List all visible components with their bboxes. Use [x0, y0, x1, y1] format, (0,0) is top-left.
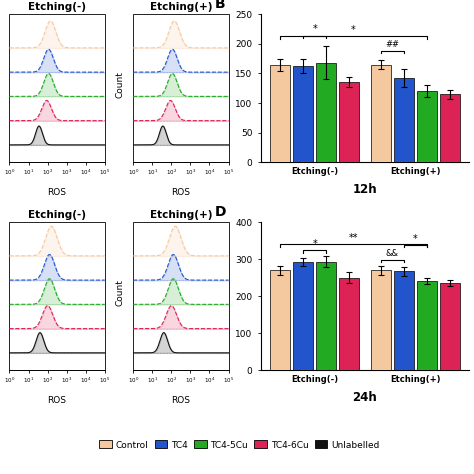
- X-axis label: 12h: 12h: [353, 183, 377, 196]
- Text: B: B: [215, 0, 225, 11]
- Bar: [371, 64, 391, 163]
- Title: Etching(-): Etching(-): [28, 210, 86, 220]
- Bar: [394, 271, 414, 370]
- Bar: [293, 262, 313, 370]
- Text: *: *: [312, 24, 317, 35]
- Bar: [293, 66, 313, 163]
- Bar: [371, 270, 391, 370]
- X-axis label: ROS: ROS: [172, 188, 191, 197]
- X-axis label: 24h: 24h: [353, 391, 377, 404]
- Bar: [339, 278, 359, 370]
- Bar: [394, 78, 414, 163]
- X-axis label: ROS: ROS: [47, 396, 67, 405]
- Text: D: D: [215, 205, 226, 219]
- Text: Count: Count: [116, 280, 125, 306]
- Legend: Control, TC4, TC4-5Cu, TC4-6Cu, Unlabelled: Control, TC4, TC4-5Cu, TC4-6Cu, Unlabell…: [100, 440, 379, 449]
- Y-axis label: MFI Value: MFI Value: [223, 274, 232, 318]
- Bar: [316, 262, 336, 370]
- Text: &&: &&: [386, 249, 399, 258]
- Bar: [440, 283, 460, 370]
- Y-axis label: MFI Value: MFI Value: [223, 67, 232, 110]
- Bar: [339, 82, 359, 163]
- Bar: [270, 64, 290, 163]
- Text: *: *: [413, 234, 418, 244]
- Text: **: **: [349, 233, 358, 243]
- Bar: [270, 270, 290, 370]
- Bar: [316, 63, 336, 163]
- Text: *: *: [351, 25, 356, 35]
- Bar: [440, 94, 460, 163]
- Text: ##: ##: [385, 40, 399, 49]
- Title: Etching(+): Etching(+): [150, 210, 212, 220]
- Text: Count: Count: [116, 72, 125, 99]
- X-axis label: ROS: ROS: [172, 396, 191, 405]
- Text: *: *: [312, 239, 317, 249]
- Bar: [417, 91, 437, 163]
- Bar: [417, 282, 437, 370]
- Title: Etching(+): Etching(+): [150, 2, 212, 12]
- Title: Etching(-): Etching(-): [28, 2, 86, 12]
- X-axis label: ROS: ROS: [47, 188, 67, 197]
